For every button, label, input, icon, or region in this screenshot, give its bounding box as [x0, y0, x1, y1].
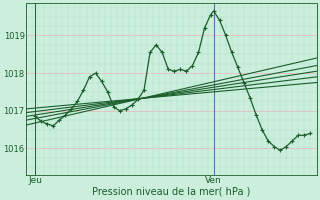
X-axis label: Pression niveau de la mer( hPa ): Pression niveau de la mer( hPa ) [92, 187, 251, 197]
